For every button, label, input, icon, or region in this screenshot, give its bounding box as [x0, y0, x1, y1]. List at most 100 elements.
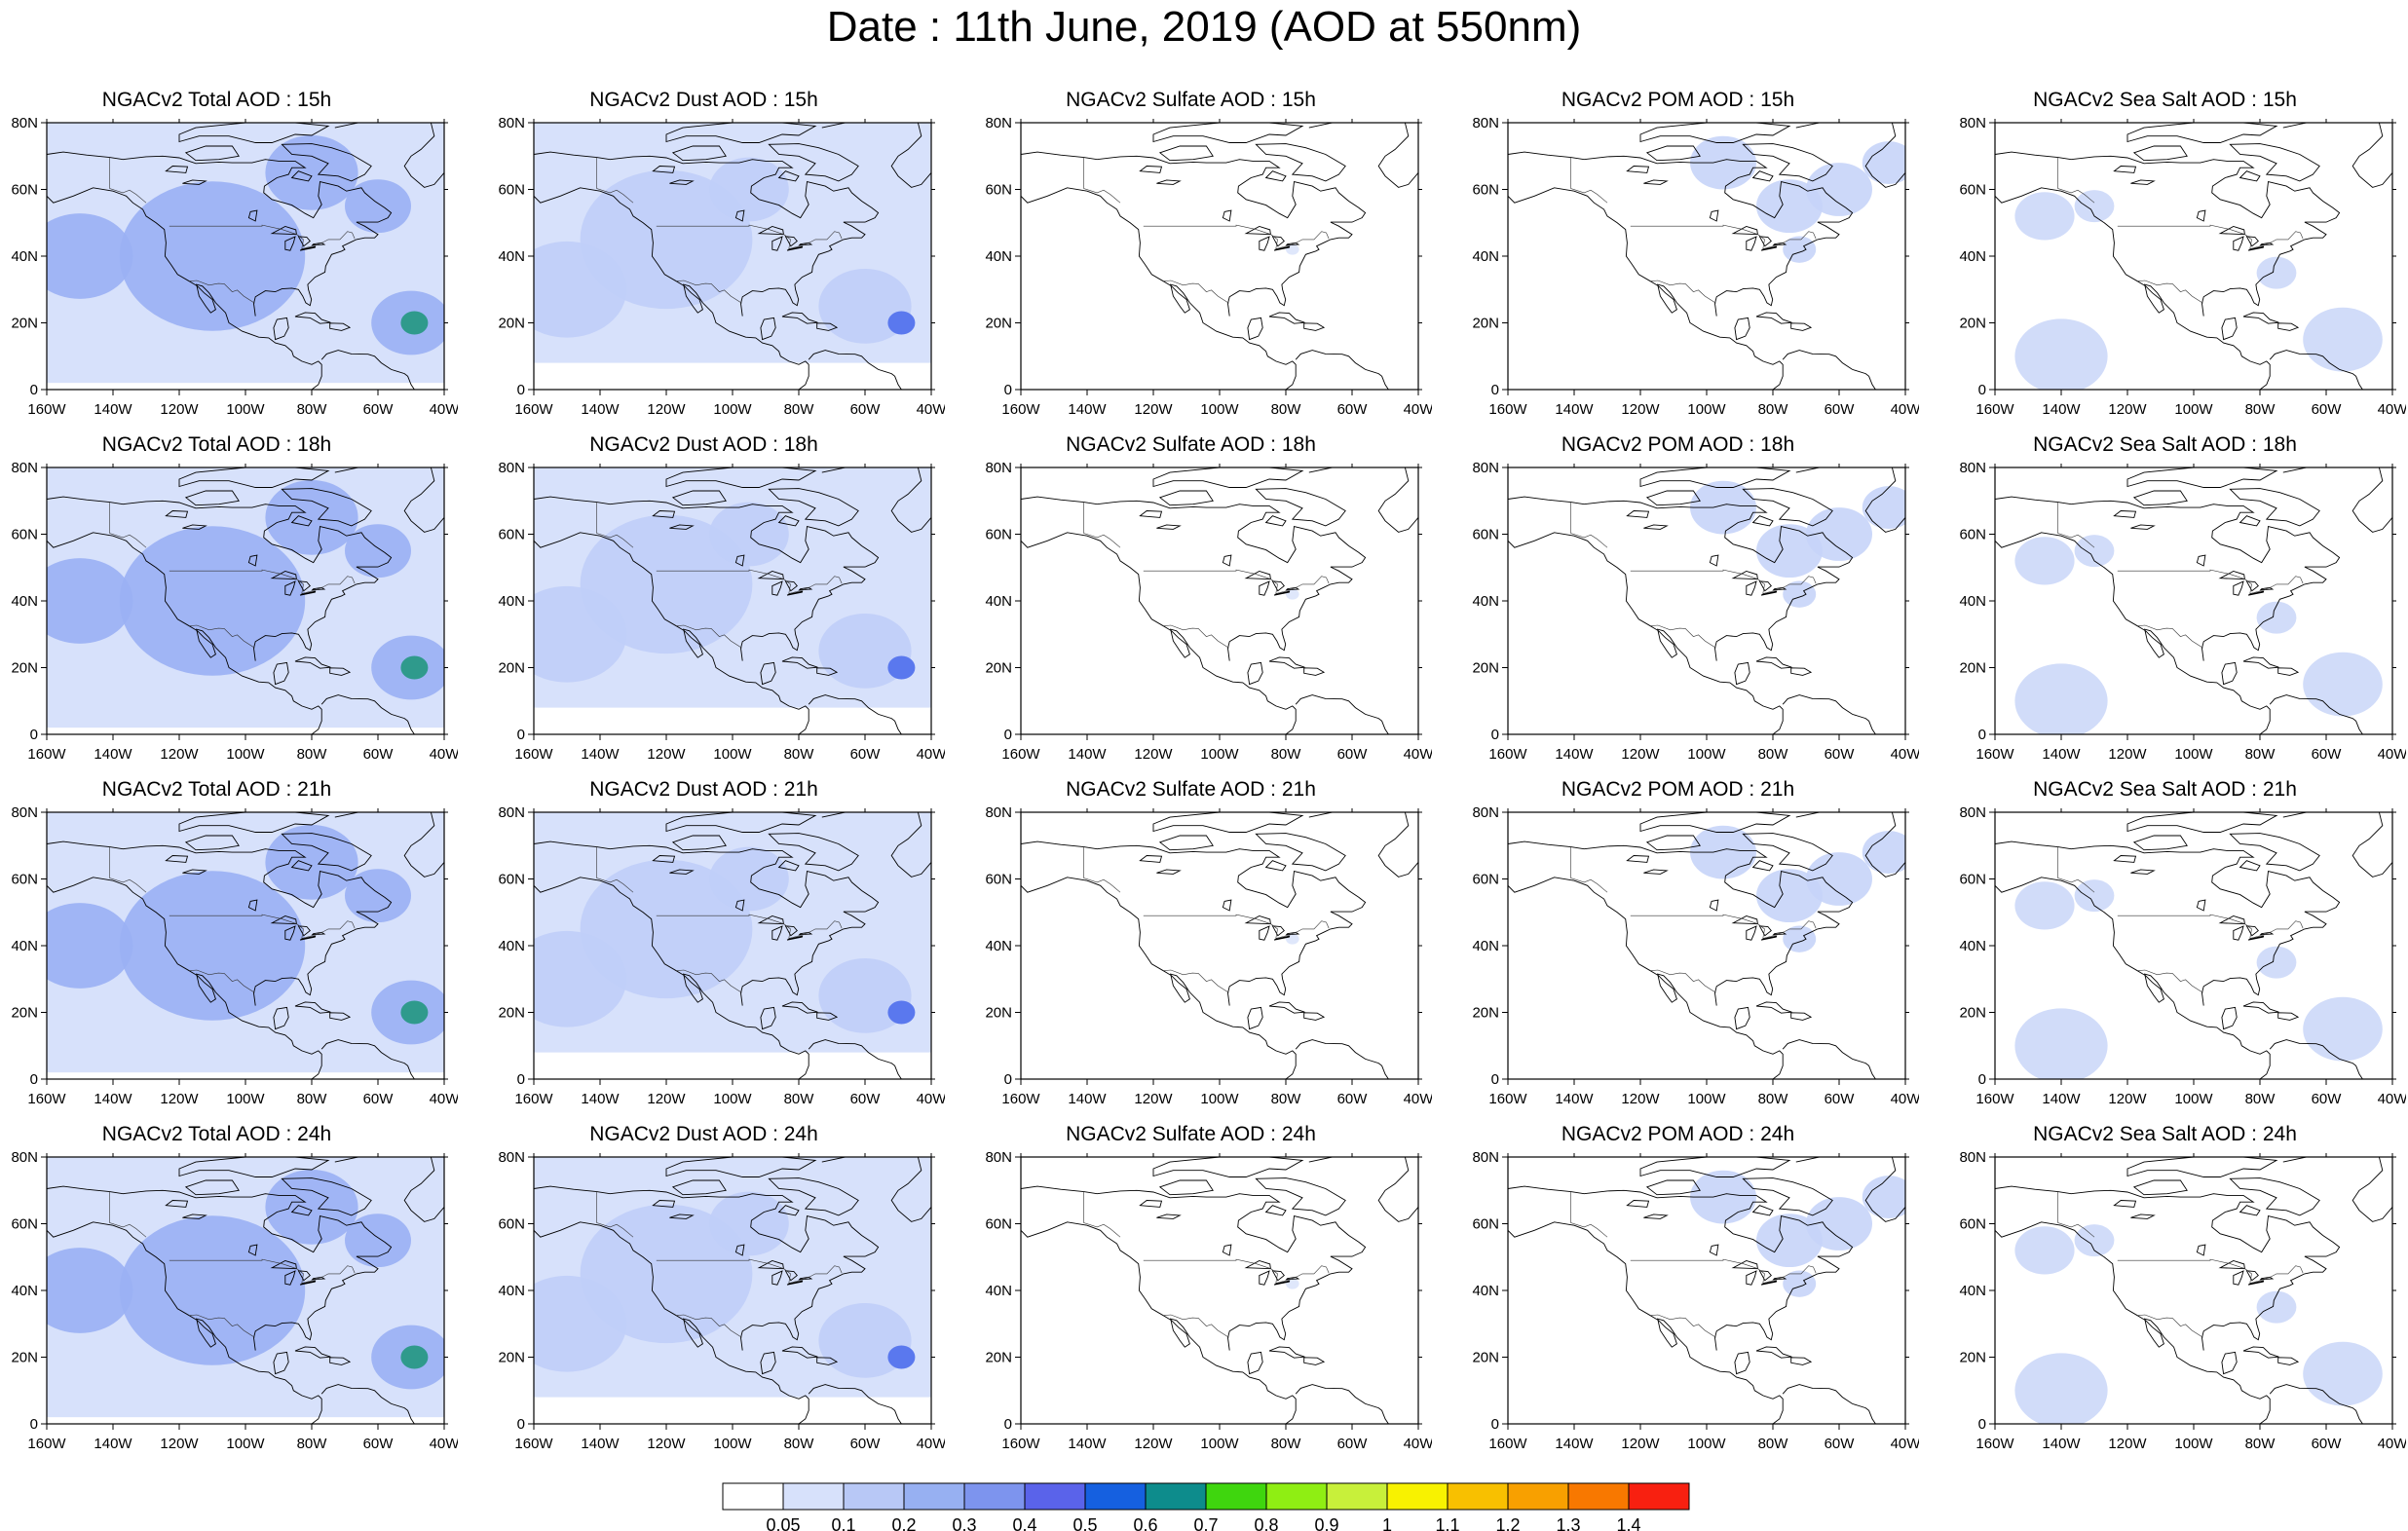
- lon-tick-label: 160W: [27, 1436, 66, 1452]
- map-plot: 0 20N 40N 60N 80N 160W 140W 120W 100W 80W 60W 40W: [498, 460, 945, 763]
- colorbar-label: 1: [1382, 1515, 1392, 1531]
- aod-patch: [2074, 535, 2115, 568]
- aod-patch: [265, 135, 358, 210]
- colorbar-label: 0.9: [1314, 1515, 1338, 1531]
- lat-tick-label: 20N: [985, 660, 1012, 677]
- lat-tick-label: 60N: [498, 527, 525, 543]
- colorbar-label: 0.2: [891, 1515, 916, 1531]
- aod-patch: [1756, 869, 1823, 923]
- map-panel-seasalt-18h: NGACv2 Sea Salt AOD : 18h 0 20N 40N 60N 80N 16…: [1948, 432, 2406, 775]
- lat-tick-label: 20N: [1472, 1005, 1499, 1022]
- panel-title: NGACv2 Sulfate AOD : 24h: [1066, 1123, 1316, 1145]
- aod-patch: [2014, 192, 2075, 241]
- lat-tick-label: 0: [30, 382, 38, 398]
- lon-tick-label: 100W: [713, 1436, 752, 1452]
- lon-tick-label: 160W: [1488, 746, 1527, 763]
- aod-hotspot: [400, 1345, 429, 1369]
- aod-field: [1690, 825, 1905, 952]
- lon-tick-label: 100W: [2174, 746, 2213, 763]
- aod-patch: [1783, 236, 1817, 263]
- lon-tick-label: 100W: [1200, 401, 1239, 418]
- lat-tick-label: 80N: [11, 804, 38, 821]
- aod-field: [47, 467, 444, 728]
- colorbar-label: 1.2: [1495, 1515, 1520, 1531]
- lon-tick-label: 120W: [2108, 1091, 2147, 1107]
- lon-tick-label: 80W: [784, 1436, 815, 1452]
- lon-tick-label: 80W: [2245, 1436, 2276, 1452]
- lat-tick-label: 0: [517, 382, 525, 398]
- aod-field: [2014, 1224, 2383, 1424]
- lon-tick-label: 100W: [1200, 746, 1239, 763]
- aod-patch: [1783, 1270, 1817, 1297]
- coastlines: [1995, 467, 2392, 734]
- panel-title: NGACv2 Sea Salt AOD : 18h: [2033, 433, 2297, 456]
- coastlines: [47, 467, 444, 734]
- lat-tick-label: 40N: [11, 248, 38, 265]
- aod-patch: [1783, 925, 1817, 952]
- lon-tick-label: 40W: [917, 1436, 945, 1452]
- map-panel-sulfate-21h: NGACv2 Sulfate AOD : 21h 0 20N 40N 60N 80N 160…: [974, 777, 1432, 1120]
- lon-tick-label: 120W: [160, 746, 199, 763]
- coastlines: [1995, 812, 2392, 1079]
- lat-tick-label: 80N: [498, 460, 525, 476]
- panel-title: NGACv2 Sea Salt AOD : 21h: [2033, 778, 2297, 801]
- lon-tick-label: 100W: [1200, 1091, 1239, 1107]
- lon-tick-label: 140W: [1555, 746, 1594, 763]
- lat-tick-label: 40N: [11, 593, 38, 610]
- lat-tick-label: 20N: [1472, 1350, 1499, 1366]
- coastlines: [1021, 812, 1418, 1079]
- map-panel-total-18h: NGACv2 Total AOD : 18h 0 20N 40N 60N 80N 160W 1…: [0, 432, 458, 775]
- aod-patch: [534, 241, 627, 338]
- aod-field: [47, 812, 444, 1073]
- coastlines: [47, 1157, 444, 1424]
- coastlines: [1508, 123, 1905, 390]
- lon-tick-label: 160W: [1488, 401, 1527, 418]
- map-plot: 0 20N 40N 60N 80N 160W 140W 120W 100W 80W 60W 40W: [498, 115, 945, 418]
- lon-tick-label: 40W: [1404, 401, 1432, 418]
- colorbar-swatch: [1507, 1482, 1569, 1511]
- political-borders: [109, 1191, 356, 1338]
- coastlines: [1508, 812, 1905, 1079]
- political-borders: [1083, 502, 1330, 649]
- map-plot: 0 20N 40N 60N 80N 160W 140W 120W 100W 80W 60W 40W: [1959, 115, 2406, 418]
- panel-title: NGACv2 POM AOD : 15h: [1561, 89, 1795, 111]
- lon-tick-label: 140W: [581, 401, 620, 418]
- lat-tick-label: 40N: [985, 593, 1012, 610]
- lon-tick-label: 120W: [647, 401, 686, 418]
- lon-tick-label: 100W: [226, 746, 265, 763]
- aod-patch: [345, 1214, 411, 1268]
- panel-title: NGACv2 Dust AOD : 18h: [589, 433, 818, 456]
- coastlines: [1995, 123, 2392, 390]
- lon-tick-label: 160W: [1488, 1091, 1527, 1107]
- political-borders: [109, 502, 356, 649]
- coastlines: [534, 467, 931, 734]
- aod-patch: [2014, 663, 2108, 734]
- lat-tick-label: 0: [1491, 382, 1499, 398]
- aod-field: [2014, 190, 2383, 390]
- lat-tick-label: 60N: [1959, 872, 1986, 888]
- aod-field: [2014, 879, 2383, 1079]
- map-panel-seasalt-15h: NGACv2 Sea Salt AOD : 15h 0 20N 40N 60N 80N 16…: [1948, 88, 2406, 430]
- aod-patch: [119, 526, 306, 676]
- lon-tick-label: 40W: [1891, 1436, 1919, 1452]
- colorbar-swatch: [1084, 1482, 1147, 1511]
- lat-tick-label: 40N: [985, 1283, 1012, 1299]
- lon-tick-label: 80W: [1271, 1091, 1302, 1107]
- map-plot: 0 20N 40N 60N 80N 160W 140W 120W 100W 80W 60W 40W: [11, 804, 458, 1107]
- lon-tick-label: 100W: [1687, 1436, 1726, 1452]
- aod-patch: [47, 213, 133, 299]
- lon-tick-label: 120W: [1134, 1091, 1173, 1107]
- lon-tick-label: 160W: [514, 401, 553, 418]
- aod-patch: [2014, 1226, 2075, 1275]
- colorbar-label: 0.05: [766, 1515, 800, 1531]
- lat-tick-label: 60N: [1472, 872, 1499, 888]
- lat-tick-label: 0: [1978, 727, 1986, 743]
- panel-title: NGACv2 Total AOD : 18h: [101, 433, 332, 456]
- lat-tick-label: 80N: [1959, 804, 1986, 821]
- lat-tick-label: 40N: [498, 248, 525, 265]
- aod-patch: [345, 524, 411, 579]
- lat-tick-label: 80N: [985, 115, 1012, 131]
- lon-tick-label: 120W: [1134, 401, 1173, 418]
- aod-patch: [2014, 318, 2108, 390]
- aod-hotspot: [887, 311, 916, 335]
